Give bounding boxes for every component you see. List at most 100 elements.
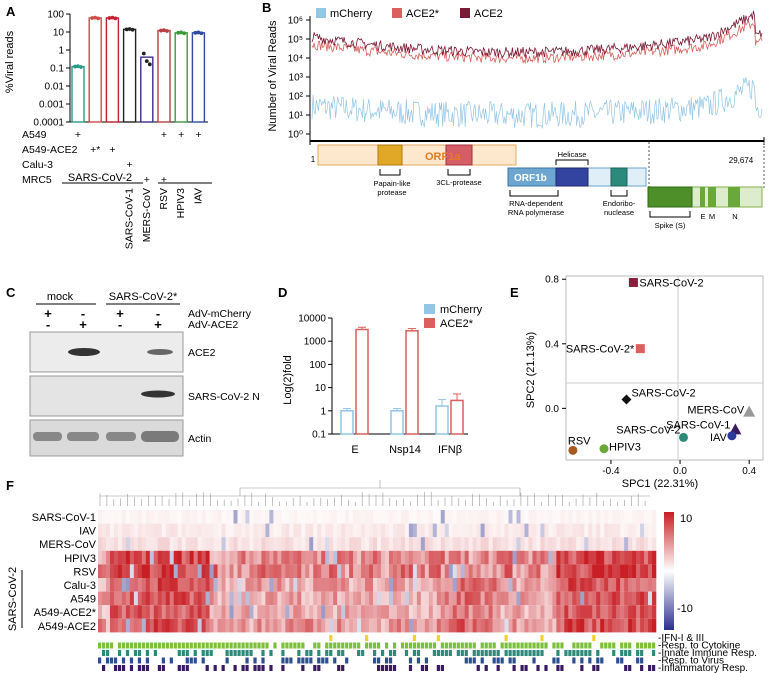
heatmap-cell: [520, 550, 525, 565]
heatmap-cell: [468, 523, 473, 538]
heatmap-cell: [265, 618, 270, 633]
heatmap-cell: [145, 550, 151, 565]
heatmap-cell: [257, 605, 262, 619]
heatmap-cell: [596, 523, 601, 538]
heatmap-cell: [293, 564, 298, 578]
panel-a: A %Viral reads 0.00010.0010.010.1110100 …: [4, 4, 212, 249]
heatmap-cell: [281, 605, 286, 619]
heatmap-cell: [428, 537, 434, 551]
panel-c-blot-label: ACE2: [188, 347, 216, 359]
heatmap-cell: [273, 618, 278, 633]
heatmap-cell: [380, 523, 386, 538]
heatmap-cell: [297, 510, 302, 524]
heatmap-cell: [137, 564, 143, 578]
panel-c-lane-mark: +: [79, 317, 87, 332]
colorbar: [664, 512, 674, 630]
heatmap-cell: [325, 605, 330, 619]
heatmap-cell: [620, 578, 625, 592]
panel-a-mark: +*: [90, 144, 100, 156]
annotation-cell: [616, 657, 620, 664]
annotation-cell: [524, 665, 528, 671]
heatmap-cell: [496, 564, 501, 578]
heatmap-cell: [388, 591, 394, 606]
heatmap-cell: [201, 564, 206, 578]
heatmap-cell: [596, 564, 601, 578]
heatmap-cell: [580, 537, 585, 551]
annotation-cell: [572, 650, 576, 656]
heatmap-cell: [137, 578, 143, 592]
annotation-cell: [141, 665, 146, 671]
heatmap-cell: [512, 564, 517, 578]
annotation-cell: [652, 642, 656, 649]
heatmap-cell: [181, 510, 186, 524]
heatmap-cell: [101, 564, 107, 578]
heatmap-cell: [608, 605, 613, 619]
heatmap-cell: [225, 618, 230, 633]
heatmap-cell: [213, 618, 218, 633]
plp-label: Papain-like protease: [373, 179, 410, 197]
heatmap-cell: [488, 550, 493, 565]
heatmap-cell: [396, 591, 402, 606]
heatmap-cell: [584, 550, 589, 565]
heatmap-cell: [361, 591, 366, 606]
heatmap-cell: [281, 618, 286, 633]
heatmap-cell: [536, 523, 541, 538]
annotation-cell: [221, 642, 225, 649]
annotation-cell: [436, 650, 440, 656]
heatmap-cell: [289, 537, 294, 551]
heatmap-cell: [229, 564, 234, 578]
heatmap-cell: [153, 564, 159, 578]
heatmap-cell: [508, 605, 513, 619]
heatmap-cell: [648, 550, 653, 565]
heatmap-cell: [564, 578, 569, 592]
annotation-cell: [237, 642, 241, 649]
heatmap-cell: [540, 618, 545, 633]
heatmap-cell: [580, 550, 585, 565]
heatmap-cell: [648, 564, 653, 578]
heatmap-cell: [572, 591, 577, 606]
heatmap-cell: [253, 564, 258, 578]
heatmap-cell: [233, 564, 238, 578]
panel-a-ytick-label: 0.01: [45, 82, 65, 93]
annotation-cell: [380, 650, 385, 656]
heatmap-cell: [373, 618, 378, 633]
panel-c-row-label: AdV-ACE2: [188, 319, 238, 331]
panel-d-ytick-label: 100: [309, 360, 326, 371]
heatmap-cell: [217, 605, 222, 619]
annotation-cell: [329, 635, 333, 641]
heatmap-cell: [277, 605, 282, 619]
heatmap-cell: [189, 591, 194, 606]
heatmap-cell: [305, 510, 310, 524]
heatmap-cell: [201, 523, 206, 538]
heatmap-cell: [620, 523, 625, 538]
heatmap-cell: [209, 537, 214, 551]
scatter-point-label: SARS-CoV-2: [639, 277, 703, 289]
heatmap-cell: [373, 523, 378, 538]
scatter-point-label: SARS-CoV-2: [616, 424, 680, 436]
heatmap-cell: [153, 618, 159, 633]
heatmap-cell: [416, 564, 422, 578]
heatmap-cell: [225, 605, 230, 619]
heatmap-cell: [512, 591, 517, 606]
heatmap-cell: [169, 591, 175, 606]
heatmap-cell: [189, 578, 194, 592]
heatmap-cell: [221, 537, 226, 551]
panel-a-point: [130, 27, 135, 32]
heatmap-cell: [384, 591, 390, 606]
heatmap-cell: [153, 537, 159, 551]
heatmap-cell: [293, 578, 298, 592]
heatmap-cell: [317, 537, 322, 551]
panel-c: C mock SARS-CoV-2* + - + - AdV-mCherry- + - + Ad…: [6, 285, 260, 457]
heatmap-cell: [452, 605, 458, 619]
heatmap-cell: [125, 537, 131, 551]
heatmap-cell: [624, 510, 629, 524]
heatmap-cell: [165, 510, 171, 524]
heatmap-cell: [576, 578, 581, 592]
annotation-cell: [576, 650, 580, 656]
heatmap-cell: [121, 618, 127, 633]
annotation-cell: [556, 665, 560, 671]
annotation-cell: [237, 650, 241, 656]
annotation-cell: [392, 665, 397, 671]
heatmap-cell: [460, 550, 465, 565]
heatmap-cell: [396, 510, 402, 524]
